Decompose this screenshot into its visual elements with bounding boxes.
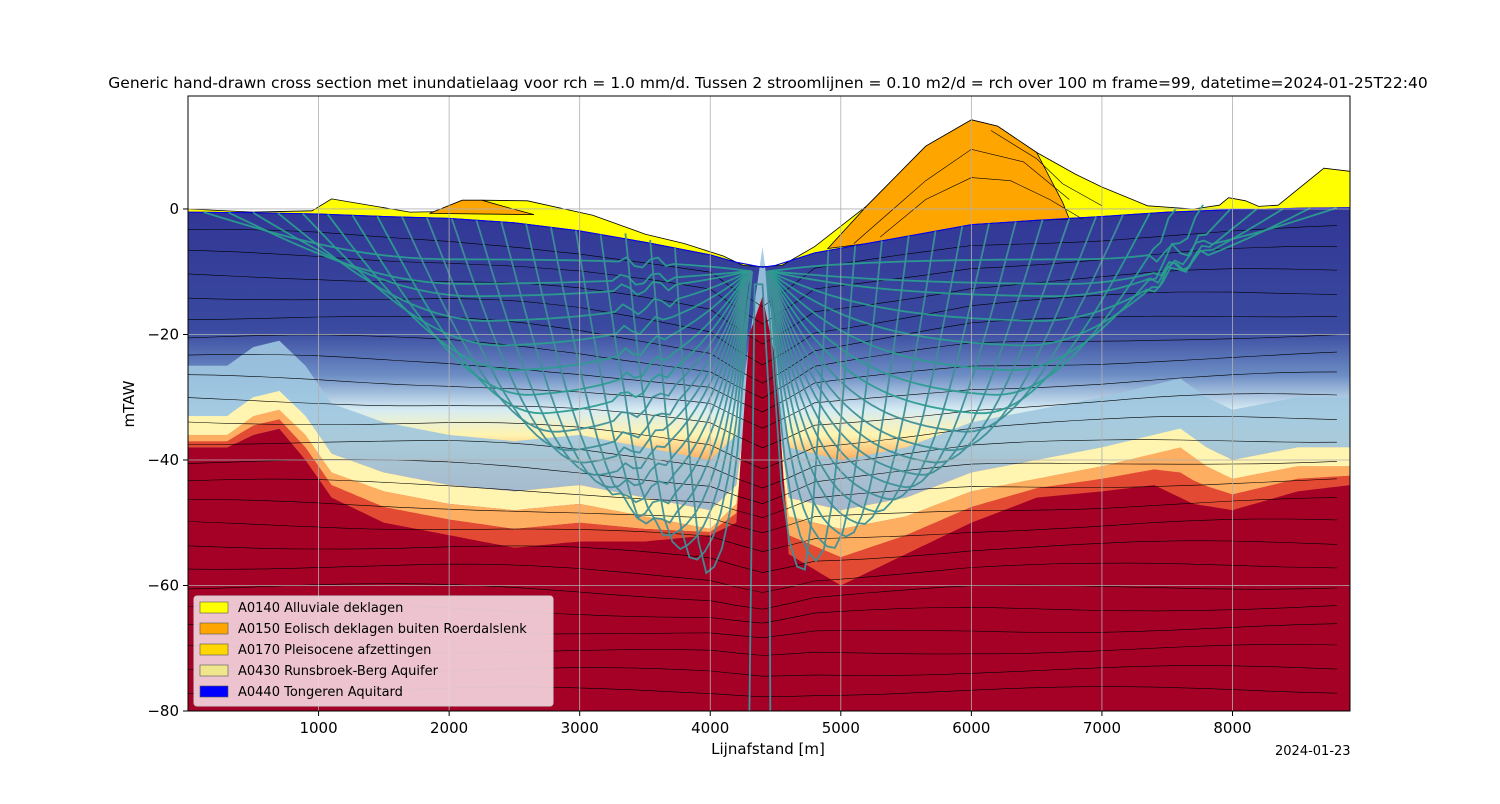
axes: 1000 2000 3000 4000 5000 6000 7000 8000 0 −20 −40 −… <box>147 95 1351 737</box>
streamline-right <box>766 207 1178 396</box>
streamline-right <box>765 240 883 549</box>
x-axis-label: Lijnafstand [m] <box>711 740 825 758</box>
x-tick-label: 2000 <box>430 719 468 737</box>
y-axis-label: mTAW <box>120 380 138 427</box>
streamline-right <box>765 230 937 525</box>
streamline-left <box>351 214 753 396</box>
chart-title: Generic hand-drawn cross section met inu… <box>108 74 1427 92</box>
x-tick-label: 3000 <box>561 719 599 737</box>
streamline-left <box>525 224 753 504</box>
layer-line <box>188 225 1337 308</box>
legend-swatch <box>199 601 229 614</box>
layer-line <box>188 334 1337 399</box>
layer-line <box>188 315 1337 384</box>
legend-label: A0150 Eolisch deklagen buiten Roerdalsle… <box>238 622 527 637</box>
y-tick-label: 0 <box>169 200 179 218</box>
mixing-zone-fresh <box>188 296 1350 529</box>
streamline-left <box>550 227 753 519</box>
eolian-lens-left <box>429 199 535 215</box>
streamline-right <box>766 207 1338 273</box>
eolian-internal-line <box>879 177 1083 238</box>
y-tick-label: −40 <box>147 451 179 469</box>
layer-line <box>188 439 1337 489</box>
y-tick-label: −80 <box>147 702 179 720</box>
x-tick-label: 8000 <box>1213 719 1251 737</box>
legend-swatch <box>199 622 229 635</box>
x-tick-label: 5000 <box>822 719 860 737</box>
tongeren-aquitard-top <box>188 207 1350 268</box>
layer-line <box>188 393 1337 449</box>
y-tick-label: −60 <box>147 576 179 594</box>
layer-line <box>188 518 1337 552</box>
streamline-left <box>674 247 753 575</box>
streamline-right <box>766 208 1258 322</box>
legend-swatch <box>199 664 229 677</box>
date-stamp: 2024-01-23 <box>1275 744 1351 759</box>
x-tick-label: 7000 <box>1083 719 1121 737</box>
layer-line <box>188 497 1337 534</box>
legend-label: A0140 Alluviale deklagen <box>238 601 403 616</box>
streamline-right <box>765 235 910 538</box>
streamline-right <box>765 250 830 571</box>
streamline-right <box>765 218 1071 464</box>
layer-line <box>188 583 1337 610</box>
layer-line <box>188 540 1337 573</box>
streamline-left <box>599 234 753 537</box>
streamline-left <box>277 212 752 322</box>
legend-swatch <box>199 643 229 656</box>
streamline-left <box>624 233 753 551</box>
x-tick-label: 4000 <box>691 719 729 737</box>
streamline-left <box>475 219 753 476</box>
legend-label: A0170 Pleisocene afzettingen <box>238 643 431 658</box>
y-tick-label: −20 <box>147 325 179 343</box>
streamline-left <box>203 211 753 273</box>
streamline-right <box>765 223 990 501</box>
brackish-transition <box>188 246 1350 511</box>
x-tick-label: 1000 <box>299 719 337 737</box>
layer-line <box>188 416 1337 470</box>
streamline-left <box>426 217 753 452</box>
streamline-right <box>765 221 1017 489</box>
legend-label: A0430 Runsbroek-Berg Aquifer <box>238 664 439 679</box>
streamline-deep <box>748 283 772 711</box>
streamline-left <box>228 211 753 286</box>
streamline-left <box>302 213 753 347</box>
legend-label: A0440 Tongeren Aquitard <box>238 685 403 700</box>
streamline-left <box>376 215 753 415</box>
layer-line <box>188 478 1337 518</box>
x-tick-label: 6000 <box>952 719 990 737</box>
layer-line <box>188 562 1337 593</box>
streamline-right <box>765 212 1151 415</box>
axes-frame <box>187 95 1351 712</box>
layer-line <box>188 371 1337 429</box>
legend-swatch <box>199 685 229 698</box>
eolian-internal-line <box>990 130 1103 207</box>
streamline-right <box>766 245 857 563</box>
streamline-right <box>765 209 1231 347</box>
layer-line <box>188 351 1337 413</box>
legend: A0140 Alluviale deklagen A0150 Eolisch de… <box>193 595 554 707</box>
legend-box <box>193 595 554 707</box>
streamline-right <box>765 204 1204 371</box>
